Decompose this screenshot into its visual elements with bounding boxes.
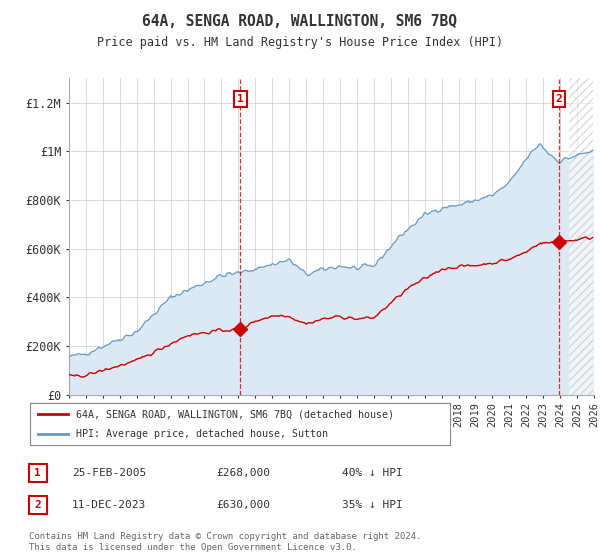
Text: £630,000: £630,000 — [216, 500, 270, 510]
Text: 64A, SENGA ROAD, WALLINGTON, SM6 7BQ (detached house): 64A, SENGA ROAD, WALLINGTON, SM6 7BQ (de… — [76, 409, 394, 419]
Text: 35% ↓ HPI: 35% ↓ HPI — [342, 500, 403, 510]
Text: 2: 2 — [34, 500, 41, 510]
Text: 2: 2 — [556, 94, 562, 104]
Text: 1: 1 — [237, 94, 244, 104]
Text: 1: 1 — [34, 468, 41, 478]
Text: Contains HM Land Registry data © Crown copyright and database right 2024.
This d: Contains HM Land Registry data © Crown c… — [29, 532, 421, 552]
Text: Price paid vs. HM Land Registry's House Price Index (HPI): Price paid vs. HM Land Registry's House … — [97, 36, 503, 49]
Text: £268,000: £268,000 — [216, 468, 270, 478]
Text: 40% ↓ HPI: 40% ↓ HPI — [342, 468, 403, 478]
Text: 11-DEC-2023: 11-DEC-2023 — [72, 500, 146, 510]
Text: 64A, SENGA ROAD, WALLINGTON, SM6 7BQ: 64A, SENGA ROAD, WALLINGTON, SM6 7BQ — [143, 14, 458, 29]
Text: HPI: Average price, detached house, Sutton: HPI: Average price, detached house, Sutt… — [76, 429, 328, 438]
Text: 25-FEB-2005: 25-FEB-2005 — [72, 468, 146, 478]
